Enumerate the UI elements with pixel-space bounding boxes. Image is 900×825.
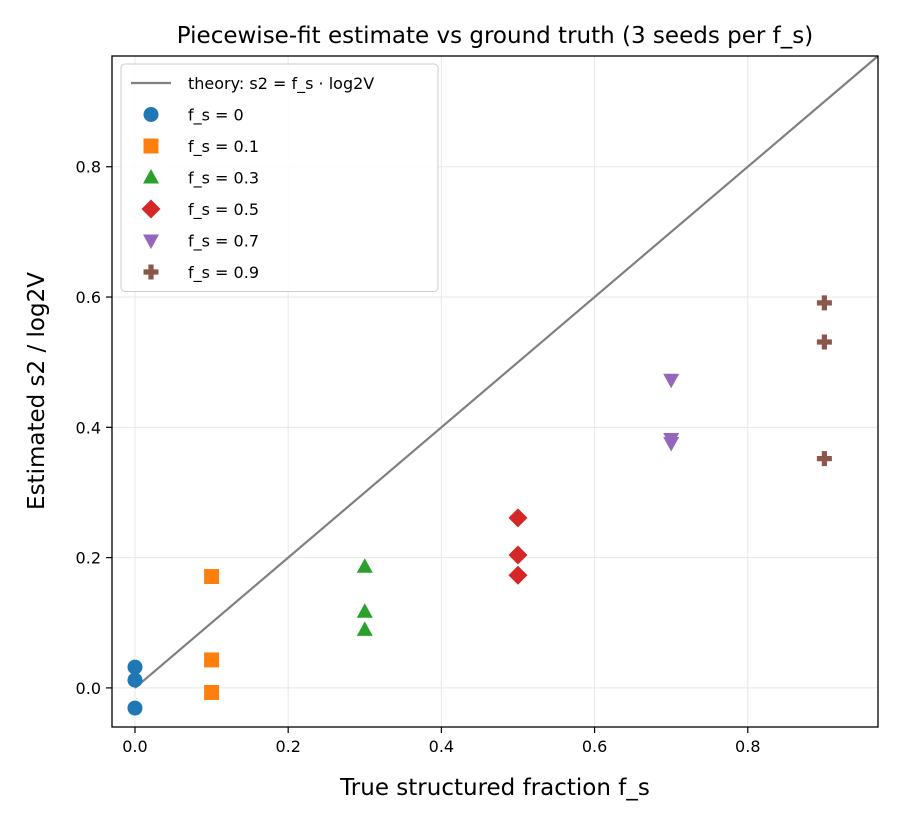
- legend-label: f_s = 0: [188, 106, 244, 126]
- series-4: [663, 373, 680, 452]
- data-point: [356, 558, 373, 573]
- legend-label: f_s = 0.5: [188, 200, 259, 220]
- plot-frame: [111, 55, 879, 728]
- legend-label: f_s = 0.1: [188, 137, 259, 157]
- chart-title: Piecewise-fit estimate vs ground truth (…: [177, 23, 813, 49]
- series-2: [356, 558, 373, 636]
- legend-label: f_s = 0.9: [188, 263, 259, 283]
- theory-line-layer: [134, 55, 879, 689]
- legend-label: f_s = 0.7: [188, 232, 259, 252]
- data-point: [816, 334, 832, 350]
- y-tick-label: 0.6: [76, 288, 101, 307]
- legend-label: f_s = 0.3: [188, 169, 259, 189]
- x-tick-label: 0.2: [275, 737, 300, 756]
- data-point: [204, 652, 220, 668]
- data-point: [508, 545, 528, 565]
- legend-swatch: [143, 264, 159, 280]
- data-point: [356, 621, 373, 636]
- data-point: [816, 451, 832, 467]
- data-point: [204, 569, 220, 585]
- grid: [112, 56, 878, 727]
- y-tick-label: 0.4: [76, 418, 101, 437]
- axis-ticks: 0.0 0.2 0.4 0.6 0.8 0.0 0.2 0.4 0.6 0.8: [76, 158, 761, 756]
- series-5: [816, 295, 832, 467]
- data-point: [816, 295, 832, 311]
- legend: theory: s2 = f_s · log2V f_s = 0 f_s = 0.1…: [120, 63, 439, 292]
- x-tick-label: 0.4: [429, 737, 454, 756]
- data-point: [204, 684, 220, 700]
- data-point: [663, 373, 680, 389]
- data-point: [127, 672, 143, 688]
- theory-line: [134, 55, 879, 689]
- data-point: [508, 508, 528, 528]
- y-tick-label: 0.8: [76, 158, 101, 177]
- data-point: [127, 700, 143, 716]
- data-point: [127, 659, 143, 675]
- y-axis-label: Estimated s2 / log2V: [24, 272, 50, 510]
- data-point: [356, 603, 373, 618]
- legend-box: [120, 63, 439, 292]
- data-point: [663, 436, 680, 452]
- y-tick-label: 0.0: [76, 679, 101, 698]
- data-point: [508, 565, 528, 585]
- x-tick-label: 0.8: [735, 737, 760, 756]
- data-points: [127, 295, 832, 716]
- legend-swatch: [143, 138, 159, 154]
- legend-label: theory: s2 = f_s · log2V: [188, 74, 374, 94]
- legend-swatch: [143, 107, 159, 122]
- x-tick-label: 0.0: [122, 737, 147, 756]
- x-axis-label: True structured fraction f_s: [339, 775, 650, 801]
- legend-swatch: [143, 169, 159, 184]
- y-tick-label: 0.2: [76, 549, 101, 568]
- x-tick-label: 0.6: [582, 737, 607, 756]
- legend-swatch: [141, 199, 161, 219]
- series-0: [127, 659, 143, 716]
- series-1: [204, 569, 220, 700]
- legend-swatch: [143, 234, 159, 249]
- series-3: [508, 508, 528, 585]
